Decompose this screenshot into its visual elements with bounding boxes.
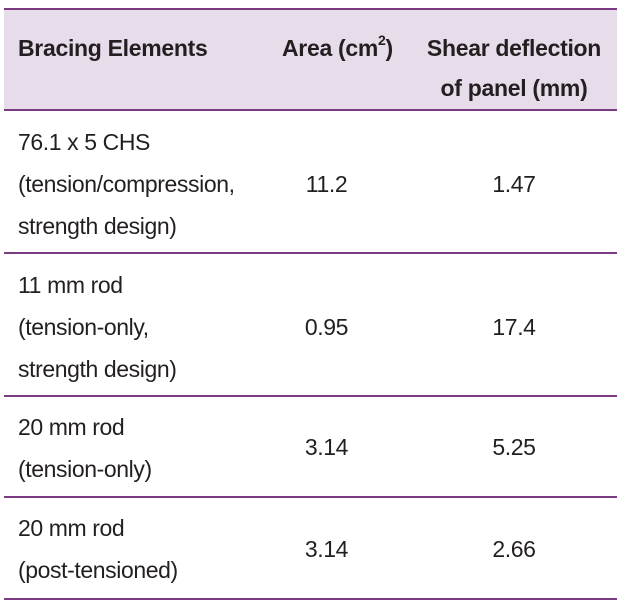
row-deflection: 2.66 xyxy=(492,536,536,562)
table-row: 11 mm rod (tension-only, strength design… xyxy=(4,254,617,397)
header-area: Area (cm2) xyxy=(282,28,393,68)
row-description: 76.1 x 5 CHS (tension/compression, stren… xyxy=(18,129,235,239)
table-header: Bracing Elements Area (cm2) Shear deflec… xyxy=(4,8,617,111)
row-description: 11 mm rod (tension-only, strength design… xyxy=(18,272,177,382)
table-row: 20 mm rod (tension-only) 3.14 5.25 xyxy=(4,397,617,498)
row-deflection: 5.25 xyxy=(492,434,536,460)
header-shear-deflection-line1: Shear deflection xyxy=(426,35,602,61)
row-area: 3.14 xyxy=(304,434,349,460)
header-shear-deflection-line2: of panel (mm) xyxy=(440,75,588,101)
table-row: 20 mm rod (post-tensioned) 3.14 2.66 xyxy=(4,498,617,600)
header-area-close: ) xyxy=(385,35,394,61)
header-shear-deflection: Shear deflection of panel (mm) xyxy=(424,28,604,108)
header-bracing-elements: Bracing Elements xyxy=(18,35,208,61)
row-area: 0.95 xyxy=(304,314,349,340)
row-description: 20 mm rod (tension-only) xyxy=(18,414,152,482)
row-area: 11.2 xyxy=(305,171,348,197)
row-area: 3.14 xyxy=(304,536,349,562)
header-area-superscript: 2 xyxy=(378,32,386,49)
row-description: 20 mm rod (post-tensioned) xyxy=(18,515,178,583)
row-deflection: 1.47 xyxy=(492,171,536,197)
row-deflection: 17.4 xyxy=(492,314,536,340)
header-area-text: Area (cm xyxy=(282,35,379,61)
table-row: 76.1 x 5 CHS (tension/compression, stren… xyxy=(4,111,617,254)
